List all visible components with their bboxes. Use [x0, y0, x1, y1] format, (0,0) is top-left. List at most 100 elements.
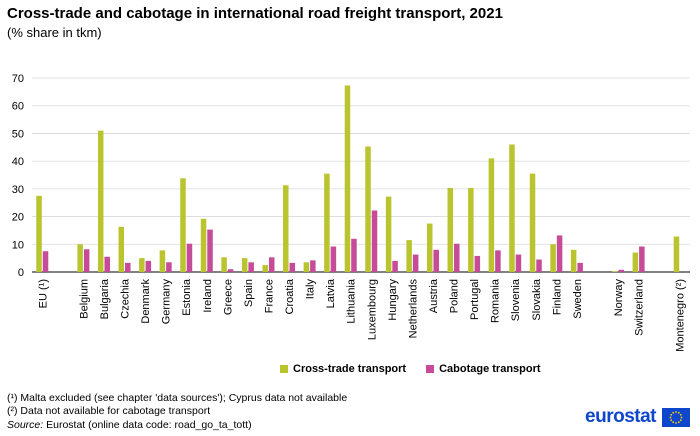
y-tick-label: 20 — [12, 212, 24, 224]
x-tick-label: France — [263, 279, 275, 313]
bar-cabotage — [248, 262, 254, 272]
bar-cabotage — [330, 246, 337, 272]
bar-cross-trade — [221, 257, 227, 272]
bar-cabotage — [145, 260, 152, 272]
legend-item-cabotage: Cabotage transport — [426, 363, 541, 375]
bar-cross-trade — [97, 130, 104, 272]
x-tick-label: Czechia — [120, 278, 132, 319]
x-tick-label: Italy — [305, 279, 317, 300]
bar-cross-trade — [283, 185, 289, 272]
bar-cross-trade — [139, 258, 145, 272]
bar-cabotage — [556, 235, 563, 272]
bar-cross-trade — [365, 146, 371, 272]
legend: Cross-trade transport Cabotage transport — [280, 363, 541, 375]
bar-cabotage — [515, 254, 522, 272]
footnote-1: (¹) Malta excluded (see chapter 'data so… — [7, 392, 348, 404]
bar-cross-trade — [262, 265, 268, 272]
bar-cross-trade — [118, 226, 125, 272]
x-tick-label: Slovakia — [531, 278, 543, 320]
x-tick-label: Poland — [449, 279, 461, 313]
x-tick-label: Estonia — [181, 278, 193, 316]
y-tick-label: 70 — [12, 73, 24, 85]
bar-cross-trade — [509, 144, 515, 272]
bar-cabotage — [186, 243, 193, 272]
bar-cross-trade — [241, 258, 248, 272]
x-tick-label: Finland — [551, 279, 563, 315]
bar-cabotage — [42, 251, 49, 272]
legend-label-cabotage: Cabotage transport — [439, 363, 541, 375]
legend-swatch-cross-trade — [280, 365, 288, 373]
x-tick-label: Latvia — [325, 278, 337, 308]
bar-cross-trade — [200, 218, 207, 272]
logo-text: eurostat — [585, 406, 656, 427]
y-tick-label: 40 — [12, 156, 24, 168]
x-tick-label: Austria — [428, 278, 440, 313]
y-tick-label: 10 — [12, 239, 24, 251]
bar-cabotage — [618, 269, 625, 272]
x-tick-label: Greece — [222, 279, 234, 315]
bar-cross-trade — [570, 249, 577, 272]
x-tick-label: Germany — [161, 279, 173, 325]
bar-cross-trade — [612, 271, 618, 272]
chart-title: Cross-trade and cabotage in internationa… — [7, 5, 503, 22]
source-label: Source: — [7, 419, 44, 431]
bar-cross-trade — [77, 244, 83, 272]
x-tick-label: Spain — [243, 279, 255, 307]
bar-cabotage — [351, 238, 357, 272]
x-tick-label: Hungary — [387, 279, 399, 321]
bar-cross-trade — [406, 240, 412, 272]
x-tick-label: Bulgaria — [99, 278, 111, 319]
bar-cabotage — [289, 262, 296, 272]
bar-cross-trade — [488, 158, 495, 272]
x-tick-label: Luxembourg — [366, 279, 378, 340]
bar-cross-trade — [673, 236, 680, 272]
bar-cross-trade — [632, 252, 639, 272]
bar-cross-trade — [36, 195, 42, 272]
bar-cross-trade — [529, 173, 536, 272]
bar-cabotage — [83, 249, 90, 272]
bar-cabotage — [310, 260, 316, 272]
bar-cabotage — [227, 269, 234, 272]
bar-cross-trade — [550, 244, 556, 272]
source-note: Source: Eurostat (online data code: road… — [7, 419, 252, 431]
bar-cross-trade — [303, 262, 310, 272]
bar-cabotage — [412, 254, 419, 272]
x-tick-label: Croatia — [284, 278, 296, 314]
bar-cabotage — [125, 262, 131, 272]
x-tick-label: Romania — [490, 278, 502, 323]
eu-flag-icon — [662, 407, 690, 427]
bar-cabotage — [207, 229, 213, 272]
x-tick-label: Lithuania — [346, 278, 358, 324]
bar-cabotage — [433, 249, 439, 272]
legend-label-cross-trade: Cross-trade transport — [293, 363, 407, 375]
bar-cross-trade — [344, 85, 351, 273]
bar-cabotage — [392, 260, 398, 272]
chart-subtitle: (% share in tkm) — [7, 25, 102, 40]
legend-swatch-cabotage — [426, 365, 435, 373]
x-tick-label: Norway — [613, 279, 625, 317]
bar-cabotage — [495, 250, 501, 272]
x-tick-label: Netherlands — [407, 279, 419, 339]
legend-item-cross-trade: Cross-trade transport — [280, 363, 406, 375]
y-tick-label: 50 — [12, 128, 24, 140]
x-tick-label: Portugal — [469, 279, 481, 320]
x-tick-label: Belgium — [78, 279, 90, 319]
bar-cabotage — [454, 243, 460, 272]
eurostat-logo: eurostat — [585, 406, 690, 428]
bar-cabotage — [474, 255, 481, 272]
y-tick-label: 0 — [18, 267, 24, 279]
x-tick-label: Ireland — [202, 279, 214, 313]
bar-cabotage — [166, 262, 172, 272]
bar-cabotage — [536, 259, 542, 272]
bar-cross-trade — [447, 188, 454, 272]
x-tick-label: EU (¹) — [37, 279, 49, 308]
bar-cabotage — [104, 256, 110, 272]
bar-cabotage — [639, 246, 645, 272]
bar-cabotage — [371, 210, 378, 272]
bar-cabotage — [577, 262, 583, 272]
x-tick-label: Switzerland — [634, 279, 646, 336]
bar-cross-trade — [324, 173, 330, 272]
bar-cross-trade — [468, 188, 474, 272]
bar-cross-trade — [426, 223, 433, 272]
